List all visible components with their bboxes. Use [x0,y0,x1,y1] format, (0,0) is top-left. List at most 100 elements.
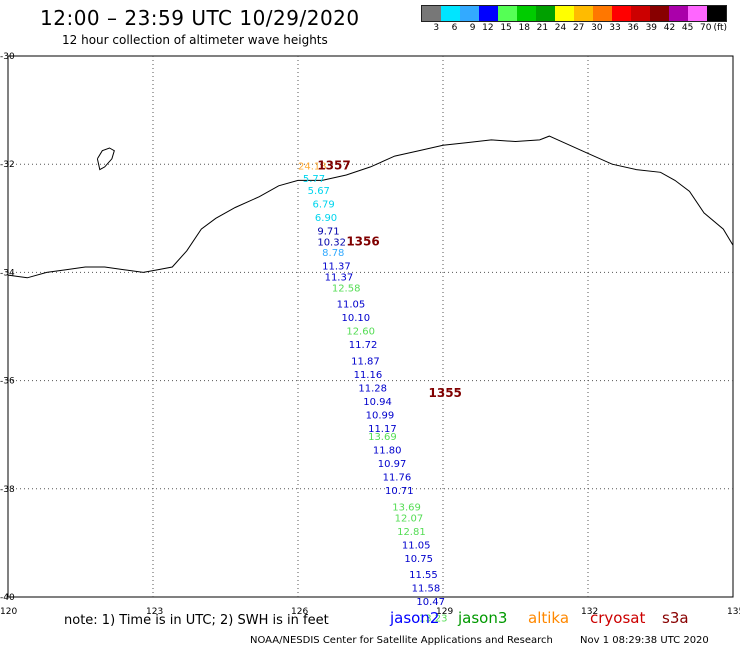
legend-swatch-39 [650,6,669,21]
swh-value: 13.69 [392,502,421,513]
swh-value: 12.58 [332,283,361,294]
legend-label-9: 9 [469,23,476,33]
lat-tick-label: -32 [0,160,15,170]
swh-value: 10.75 [404,554,433,565]
swh-value: 12.81 [397,527,426,538]
legend-label-24: 24 [554,23,567,33]
swh-value: 11.37 [322,262,351,273]
swh-value: 10.97 [378,459,407,470]
swh-value: 24.18 [298,162,327,173]
swh-value: 5.77 [303,174,325,185]
pass-number: 1355 [429,386,462,400]
legend-label-12: 12 [482,23,494,33]
mission-jason2: jason2 [390,609,440,627]
chart-subtitle: 12 hour collection of altimeter wave hei… [62,33,328,47]
lon-tick-label: 120 [0,607,17,617]
legend-label-33: 33 [609,23,621,33]
swh-value: 5.67 [308,186,330,197]
legend-swatch-70 [707,6,726,21]
swh-value: 13.69 [368,432,397,443]
legend-swatch-36 [631,6,650,21]
lon-tick-label: 123 [146,607,163,617]
swh-value: 11.16 [354,370,383,381]
swh-value: 10.94 [363,397,392,408]
legend-swatch-30 [593,6,612,21]
swh-value: 10.32 [317,237,346,248]
legend-swatch-24 [555,6,574,21]
swh-value: 11.55 [409,570,438,581]
footer-credit: NOAA/NESDIS Center for Satellite Applica… [250,635,553,646]
legend-swatch-21 [536,6,555,21]
legend-unit: (ft) [713,23,728,33]
legend-swatch-6 [441,6,460,21]
swh-value: 11.05 [337,300,366,311]
swh-value: 9.71 [317,227,339,238]
swh-value: 11.76 [383,473,412,484]
lon-tick-label: 126 [291,607,308,617]
legend-swatch-45 [688,6,707,21]
swh-value: 6.79 [313,199,335,210]
legend-swatch-3 [422,6,441,21]
swh-value: 11.80 [373,446,402,457]
swh-value: 11.72 [349,340,378,351]
mission-altika: altika [528,609,570,627]
lat-tick-label: -38 [0,485,15,495]
swh-value: 6.90 [315,213,337,224]
pass-number: 1356 [346,234,379,248]
swh-value: 10.99 [366,410,395,421]
legend-labels: 3 6 9 12 15 18 21 24 27 30 33 36 39 42 45 70 (ft) [421,23,727,33]
legend-label-6: 6 [451,23,458,33]
legend-label-42: 42 [663,23,676,33]
legend-label-3: 3 [433,23,440,33]
swh-value: 11.17 [368,424,397,435]
legend-swatches [421,5,727,22]
note-text: note: 1) Time is in UTC; 2) SWH is in fe… [64,613,329,628]
lat-tick-label: -34 [0,268,15,278]
swh-value: 13.23 [419,613,448,624]
legend-swatch-12 [479,6,498,21]
chart-title: 12:00 – 23:59 UTC 10/29/2020 [40,6,360,30]
swh-value: 12.60 [346,327,375,338]
legend-label-39: 39 [645,23,658,33]
swh-value: 10.47 [416,597,445,608]
lat-tick-label: -40 [0,593,15,603]
legend-swatch-42 [669,6,688,21]
legend-swatch-27 [574,6,593,21]
swh-value: 8.78 [322,248,344,259]
color-legend: 3 6 9 12 15 18 21 24 27 30 33 36 39 42 45 70 (ft) [421,5,727,33]
legend-label-36: 36 [627,23,639,33]
lon-tick-label: 129 [436,607,453,617]
legend-label-18: 18 [518,23,530,33]
swh-value: 11.87 [351,356,380,367]
mission-cryosat: cryosat [590,609,646,627]
lon-tick-label: 135 [727,607,740,617]
legend-label-45: 45 [681,23,694,33]
lat-tick-label: -36 [0,377,15,387]
swh-value: 11.37 [325,273,354,284]
island-outline [96,147,115,171]
legend-label-30: 30 [591,23,603,33]
mission-jason3: jason3 [458,609,508,627]
footer-timestamp: Nov 1 08:29:38 UTC 2020 [580,635,709,646]
coastline [7,135,734,279]
legend-swatch-15 [498,6,517,21]
swh-value: 10.10 [342,313,371,324]
legend-swatch-9 [460,6,479,21]
lat-tick-label: -30 [0,52,15,62]
swh-value: 11.58 [412,584,441,595]
legend-label-21: 21 [536,23,549,33]
swh-value: 11.05 [402,540,431,551]
map-frame [7,55,734,598]
legend-label-27: 27 [572,23,585,33]
lon-tick-label: 132 [581,607,598,617]
legend-swatch-18 [517,6,536,21]
swh-value: 11.28 [358,383,387,394]
legend-label-15: 15 [500,23,512,33]
swh-value: 10.71 [385,486,414,497]
pass-number: 1357 [317,159,350,173]
mission-s3a: s3a [662,609,689,627]
legend-swatch-33 [612,6,631,21]
legend-label-70: 70 [700,23,712,33]
swh-value: 12.07 [395,513,424,524]
